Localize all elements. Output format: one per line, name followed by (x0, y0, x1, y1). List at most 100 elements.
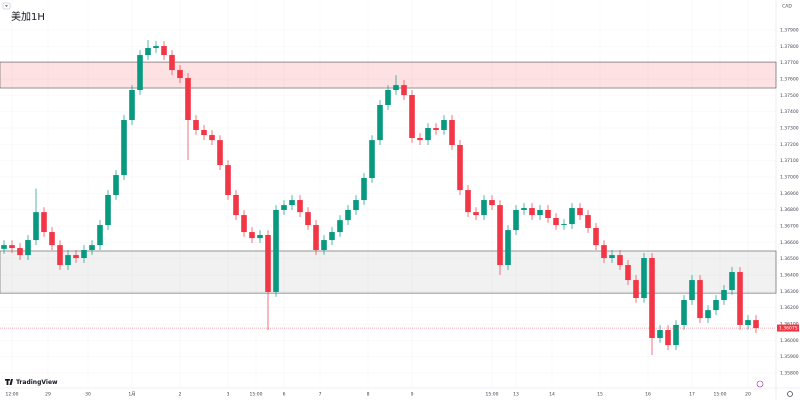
candle-body (337, 220, 343, 233)
candle-body (465, 190, 471, 213)
candle-body (121, 120, 127, 176)
candle-body (721, 290, 727, 300)
candle-body (593, 227, 599, 246)
candle-body (489, 200, 495, 206)
y-tick-label: 1.37400 (780, 109, 799, 115)
menu-arrow (5, 5, 8, 7)
candle-body (321, 240, 327, 251)
candle-body (161, 46, 167, 56)
candle-body (9, 245, 15, 249)
candle-body (673, 324, 679, 346)
candle-body (345, 210, 351, 221)
y-tick-label: 1.36700 (780, 224, 799, 230)
candle-body (753, 320, 759, 329)
x-tick-label: 14 (549, 392, 555, 398)
candle-body (497, 205, 503, 266)
candle-body (625, 265, 631, 281)
candle-body (105, 194, 111, 226)
candle-body (633, 280, 639, 299)
x-tick-label: 7 (319, 392, 322, 398)
candle-body (225, 165, 231, 195)
candle-body (457, 145, 463, 191)
candle-body (249, 232, 255, 239)
candle-body (265, 234, 271, 292)
candle-body (361, 177, 367, 201)
candle-body (745, 320, 751, 325)
candle-body (713, 299, 719, 311)
candle-body (681, 299, 687, 325)
candle-body (449, 120, 455, 146)
currency: CAD (782, 4, 792, 10)
x-tick-label: 15:00 (486, 392, 499, 398)
settings-icon[interactable] (787, 391, 793, 397)
x-tick-label: 2 (179, 392, 182, 398)
candle-body (529, 208, 535, 216)
candle-body (737, 272, 743, 325)
candle-body (521, 208, 527, 211)
candle-body (89, 245, 95, 251)
candle-body (137, 55, 143, 90)
candle-body (729, 272, 735, 291)
candle-body (401, 85, 407, 96)
candle-body (305, 212, 311, 226)
timezone-icon[interactable] (756, 380, 764, 388)
y-tick-label: 1.36000 (780, 338, 799, 344)
candle-body (41, 212, 47, 233)
candle-body (145, 48, 151, 56)
x-tick-label: 1月 (128, 392, 135, 398)
zone (0, 61, 777, 89)
y-tick-label: 1.36200 (780, 305, 799, 311)
candle-body (129, 89, 135, 121)
candle-body (209, 135, 215, 141)
candle-body (537, 210, 543, 216)
candle-body (561, 224, 567, 226)
x-tick-label: 6 (283, 392, 286, 398)
candle-body (505, 230, 511, 266)
candle-body (697, 280, 703, 319)
candle-body (297, 200, 303, 213)
last-price-label: 1.36075 (779, 326, 798, 332)
candle-body (473, 212, 479, 216)
y-tick-label: 1.37200 (780, 142, 799, 148)
candle-body (545, 210, 551, 219)
last-price-badge (777, 324, 799, 332)
x-tick-label: 8 (367, 392, 370, 398)
candle-body (193, 120, 199, 130)
x-tick-label: 20 (745, 392, 751, 398)
candle-body (665, 330, 671, 346)
candle-body (113, 175, 119, 195)
candle-body (281, 205, 287, 211)
candle-body (417, 137, 423, 141)
candle-body (377, 105, 383, 141)
candle-body (241, 215, 247, 233)
y-tick-label: 1.37000 (780, 175, 799, 181)
y-tick-label: 1.36400 (780, 272, 799, 278)
x-tick-label: 15 (597, 392, 603, 398)
candle-body (217, 140, 223, 166)
candle-body (201, 129, 207, 136)
x-tick-label: 16 (645, 392, 651, 398)
candle-body (513, 210, 519, 231)
candle-body (97, 225, 103, 246)
candle-body (705, 310, 711, 319)
candle-body (25, 240, 31, 256)
x-tick-label: 30 (85, 392, 91, 398)
candle-body (609, 255, 615, 259)
candle-body (65, 255, 71, 266)
candle-body (641, 258, 647, 299)
zone (0, 250, 777, 294)
grid (0, 0, 776, 388)
y-tick-label: 1.36800 (780, 207, 799, 213)
y-tick-label: 1.37600 (780, 77, 799, 83)
y-tick-label: 1.36100 (780, 321, 799, 327)
candle-body (409, 95, 415, 138)
candle-body (385, 89, 391, 106)
y-tick-label: 1.37500 (780, 93, 799, 99)
candle-body (177, 70, 183, 79)
candle-body (481, 200, 487, 216)
candle-body (73, 255, 79, 259)
brand-logo (4, 379, 13, 385)
candle-body (585, 215, 591, 228)
